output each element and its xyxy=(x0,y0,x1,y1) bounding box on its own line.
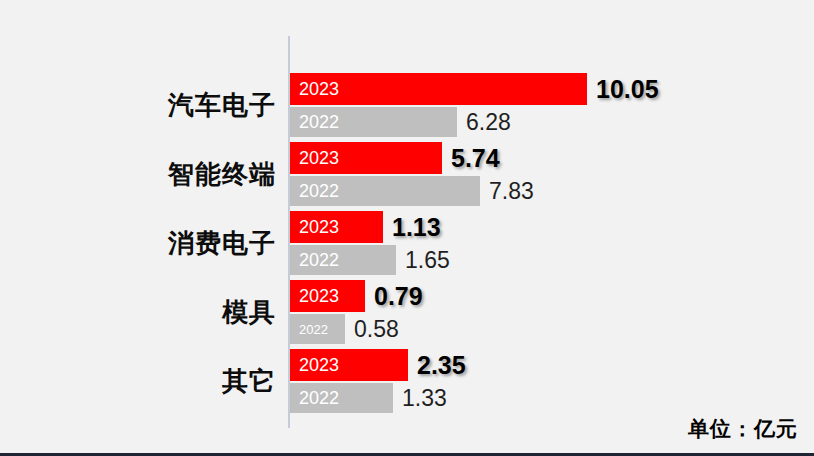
bar-2023: 2023 xyxy=(290,211,383,243)
bar-2023: 2023 xyxy=(290,349,408,381)
bar-group: 模具 2023 0.79 2022 0.58 xyxy=(0,280,814,344)
bar-2023: 2023 xyxy=(290,73,587,105)
value-label-2022: 7.83 xyxy=(489,178,534,205)
bar-pair: 2023 0.79 2022 0.58 xyxy=(290,280,814,344)
bar-row-2022: 2022 1.33 xyxy=(290,383,814,413)
bar-row-2022: 2022 1.65 xyxy=(290,245,814,275)
bar-row-2022: 2022 6.28 xyxy=(290,107,814,137)
bar-pair: 2023 5.74 2022 7.83 xyxy=(290,142,814,206)
bar-group: 其它 2023 2.35 2022 1.33 xyxy=(0,349,814,413)
bar-series-label: 2023 xyxy=(299,287,339,305)
bar-series-label: 2022 xyxy=(299,323,328,336)
bar-pair: 2023 2.35 2022 1.33 xyxy=(290,349,814,413)
value-label-2023: 10.05 xyxy=(596,75,659,104)
bar-group: 汽车电子 2023 10.05 2022 6.28 xyxy=(0,73,814,137)
unit-label: 单位：亿元 xyxy=(688,415,798,443)
value-label-2023: 2.35 xyxy=(417,351,466,380)
bar-row-2022: 2022 0.58 xyxy=(290,314,814,344)
bar-series-label: 2023 xyxy=(299,218,339,236)
bar-group: 智能终端 2023 5.74 2022 7.83 xyxy=(0,142,814,206)
bar-pair: 2023 10.05 2022 6.28 xyxy=(290,73,814,137)
bar-2022: 2022 xyxy=(290,383,393,413)
bar-series-label: 2023 xyxy=(299,356,339,374)
bar-2023: 2023 xyxy=(290,280,365,312)
bar-2022: 2022 xyxy=(290,314,345,344)
bar-chart: 汽车电子 2023 10.05 2022 6.28 智能终端 xyxy=(0,0,814,456)
value-label-2022: 6.28 xyxy=(466,109,511,136)
category-label: 消费电子 xyxy=(0,226,290,261)
bar-series-label: 2022 xyxy=(299,182,339,200)
bar-row-2023: 2023 10.05 xyxy=(290,73,814,105)
value-label-2022: 1.65 xyxy=(405,247,450,274)
bar-row-2023: 2023 2.35 xyxy=(290,349,814,381)
bar-2022: 2022 xyxy=(290,107,457,137)
bar-2022: 2022 xyxy=(290,245,396,275)
value-label-2023: 0.79 xyxy=(374,282,423,311)
value-label-2022: 1.33 xyxy=(402,385,447,412)
bar-2022: 2022 xyxy=(290,176,480,206)
value-label-2023: 1.13 xyxy=(392,213,441,242)
bar-series-label: 2022 xyxy=(299,251,339,269)
bar-series-label: 2022 xyxy=(299,389,339,407)
value-label-2022: 0.58 xyxy=(354,316,399,343)
bar-row-2023: 2023 5.74 xyxy=(290,142,814,174)
bar-row-2023: 2023 1.13 xyxy=(290,211,814,243)
bar-row-2023: 2023 0.79 xyxy=(290,280,814,312)
category-label: 模具 xyxy=(0,295,290,330)
bar-pair: 2023 1.13 2022 1.65 xyxy=(290,211,814,275)
category-label: 汽车电子 xyxy=(0,88,290,123)
bar-series-label: 2023 xyxy=(299,149,339,167)
bar-series-label: 2023 xyxy=(299,80,339,98)
bar-series-label: 2022 xyxy=(299,113,339,131)
category-label: 智能终端 xyxy=(0,157,290,192)
value-label-2023: 5.74 xyxy=(451,144,500,173)
bar-group: 消费电子 2023 1.13 2022 1.65 xyxy=(0,211,814,275)
bar-row-2022: 2022 7.83 xyxy=(290,176,814,206)
bar-groups: 汽车电子 2023 10.05 2022 6.28 智能终端 xyxy=(0,73,814,418)
bar-2023: 2023 xyxy=(290,142,442,174)
category-label: 其它 xyxy=(0,364,290,399)
